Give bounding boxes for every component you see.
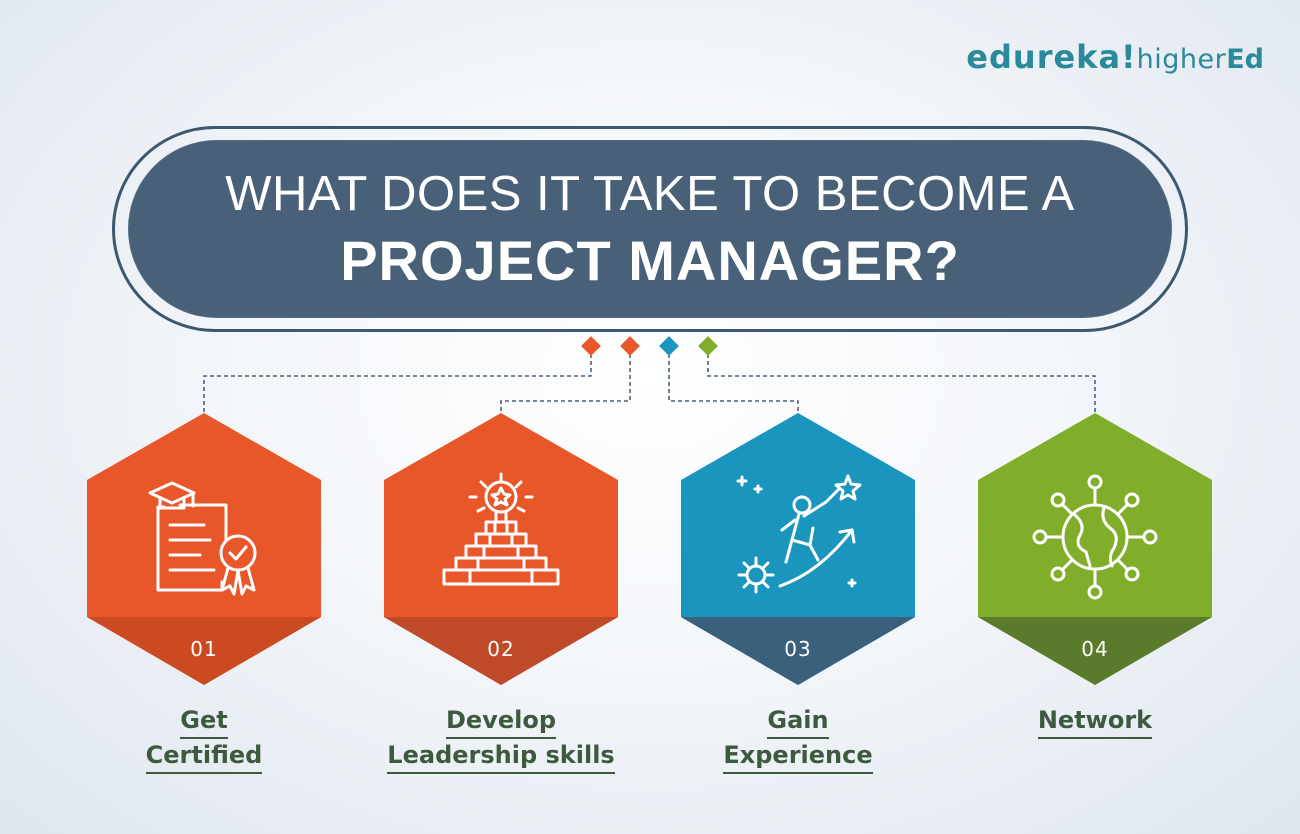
step-label-03: Gain Experience	[648, 704, 948, 774]
step-number-04: 04	[1081, 637, 1109, 661]
experience-icon	[736, 474, 862, 594]
hexagon-01	[87, 413, 321, 685]
connector-02	[500, 354, 631, 413]
step-label-02: Develop Leadership skills	[351, 704, 651, 774]
network-icon	[1032, 474, 1158, 600]
logo-sub-bold: Ed	[1226, 44, 1264, 75]
connector-01	[203, 354, 592, 413]
edureka-logo: edureka!higherEd	[966, 38, 1264, 76]
diamond-green	[698, 336, 718, 356]
certificate-icon	[148, 481, 257, 596]
leadership-icon	[442, 472, 560, 586]
step-number-03: 03	[784, 637, 812, 661]
step-label-01: Get Certified	[54, 704, 354, 774]
connector-03	[668, 354, 799, 413]
step-number-02: 02	[487, 637, 515, 661]
step-label-04: Network	[945, 704, 1245, 739]
diamond-markers	[581, 336, 718, 356]
title-line-2: PROJECT MANAGER?	[340, 229, 960, 292]
connector-lines	[203, 354, 1096, 413]
logo-brand: edureka!	[966, 38, 1137, 76]
title-banner-outline	[112, 126, 1188, 332]
step-label-03-line1: Gain	[767, 704, 829, 739]
step-label-03-line2: Experience	[723, 739, 873, 774]
hexagon-04	[978, 413, 1212, 685]
step-label-04-line1: Network	[1037, 704, 1153, 739]
title-banner	[128, 140, 1172, 318]
title-line-1: WHAT DOES IT TAKE TO BECOME A	[225, 167, 1075, 221]
step-label-02-line2: Leadership skills	[387, 739, 615, 774]
step-label-01-line1: Get	[180, 704, 228, 739]
step-number-01: 01	[190, 637, 218, 661]
connector-04	[707, 354, 1096, 413]
step-label-01-line2: Certified	[145, 739, 263, 774]
hexagon-02	[384, 413, 618, 685]
diamond-blue	[659, 336, 679, 356]
step-label-02-line1: Develop	[445, 704, 556, 739]
logo-sub: higher	[1136, 44, 1227, 75]
diamond-orange-1	[581, 336, 601, 356]
diamond-orange-2	[620, 336, 640, 356]
